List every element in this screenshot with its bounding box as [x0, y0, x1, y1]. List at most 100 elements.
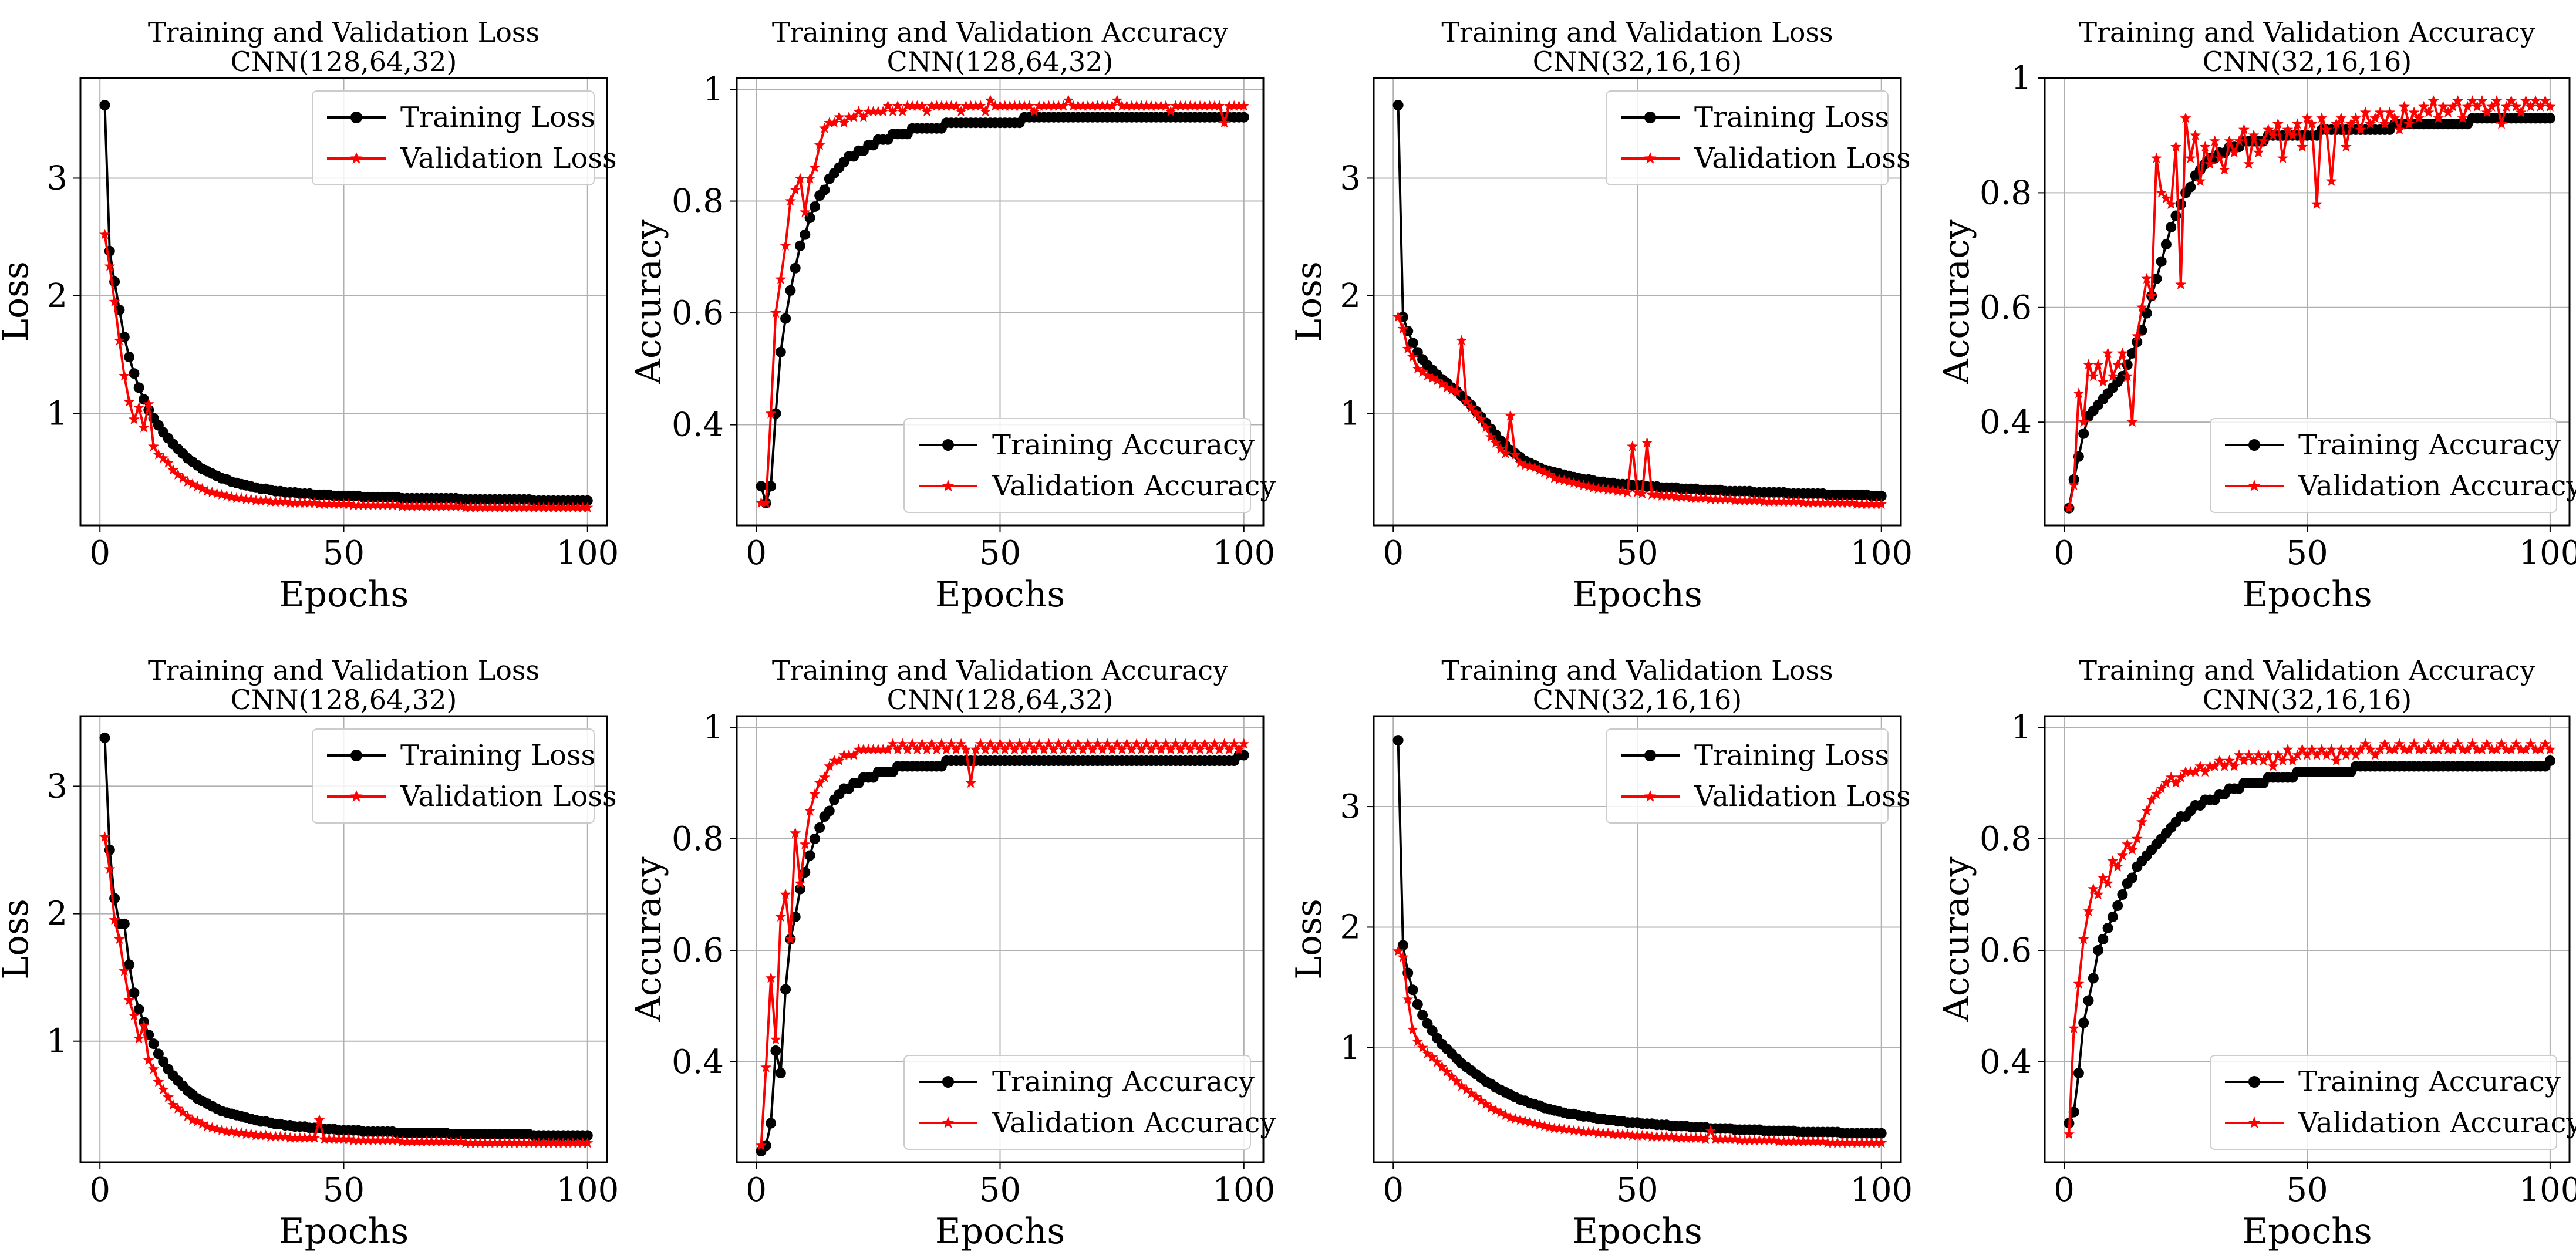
- legend-marker: [1644, 152, 1657, 164]
- data-point: [2306, 744, 2318, 755]
- data-point: [109, 914, 120, 925]
- data-point: [1734, 494, 1746, 505]
- data-point: [2136, 301, 2148, 312]
- data-point: [1739, 494, 1751, 505]
- data-point: [2199, 766, 2211, 777]
- legend-label: Validation Accuracy: [992, 470, 1276, 502]
- data-point: [1155, 100, 1167, 111]
- data-point: [518, 1137, 530, 1148]
- data-point: [2199, 141, 2211, 152]
- data-point: [926, 100, 938, 111]
- chart-panel-4: Training and Validation AccuracyCNN(32,1…: [1936, 16, 2576, 615]
- data-point: [119, 965, 130, 976]
- data-point: [2399, 100, 2410, 112]
- data-point: [221, 1125, 232, 1136]
- data-point: [411, 500, 423, 511]
- y-tick-label: 0.8: [1980, 174, 2032, 212]
- legend-label: Validation Accuracy: [2298, 470, 2576, 502]
- y-tick-label: 2: [1340, 277, 1361, 315]
- data-point: [799, 206, 811, 217]
- data-point: [848, 749, 859, 760]
- chart-subtitle: CNN(32,16,16): [1533, 46, 1742, 77]
- data-point: [2369, 749, 2381, 760]
- data-point: [1558, 1124, 1570, 1135]
- data-point: [133, 1033, 145, 1044]
- data-point: [921, 106, 933, 117]
- data-point: [1734, 1135, 1746, 1146]
- data-point: [1690, 1132, 1702, 1143]
- chart-subtitle: CNN(128,64,32): [887, 684, 1114, 716]
- data-point: [965, 777, 977, 788]
- data-point: [2472, 744, 2483, 755]
- data-point: [1175, 744, 1186, 755]
- data-point: [2403, 744, 2415, 755]
- data-point: [1827, 497, 1839, 508]
- data-point: [484, 1137, 496, 1148]
- data-point: [800, 229, 811, 240]
- data-point: [848, 111, 859, 122]
- data-point: [770, 1034, 781, 1045]
- data-point: [853, 106, 865, 117]
- data-point: [1038, 744, 1050, 755]
- data-point: [1072, 100, 1084, 111]
- data-point: [577, 1137, 588, 1148]
- data-point: [1680, 1132, 1692, 1143]
- data-point: [2335, 112, 2347, 123]
- data-point: [2491, 95, 2503, 106]
- data-point: [2403, 118, 2415, 129]
- data-point: [2146, 794, 2157, 805]
- data-point: [197, 483, 208, 494]
- data-point: [1861, 498, 1873, 509]
- data-point: [474, 1137, 486, 1148]
- data-point: [2374, 106, 2386, 117]
- data-point: [1436, 1061, 1448, 1072]
- data-point: [99, 732, 110, 743]
- y-tick-label: 0.4: [1980, 1043, 2032, 1081]
- data-point: [1461, 396, 1472, 407]
- data-point: [1675, 491, 1687, 502]
- data-point: [538, 501, 549, 512]
- data-point: [1764, 495, 1775, 507]
- data-point: [1529, 461, 1540, 473]
- data-point: [955, 738, 967, 749]
- data-point: [1407, 338, 1418, 349]
- legend-marker: [1644, 790, 1657, 802]
- data-point: [2331, 118, 2342, 129]
- data-point: [2408, 106, 2420, 117]
- series-line: [103, 836, 588, 1145]
- data-point: [1788, 1136, 1799, 1147]
- data-point: [2491, 744, 2503, 755]
- data-point: [862, 744, 874, 755]
- data-point: [2180, 766, 2191, 777]
- data-point: [2150, 788, 2162, 799]
- data-point: [430, 500, 442, 511]
- data-point: [182, 475, 194, 487]
- data-point: [1082, 100, 1094, 111]
- data-point: [1077, 744, 1089, 755]
- data-point: [1165, 744, 1176, 755]
- data-point: [1029, 744, 1040, 755]
- data-point: [191, 480, 203, 491]
- data-point: [1023, 738, 1035, 749]
- y-axis-label: Loss: [0, 261, 36, 342]
- data-point: [1451, 1075, 1462, 1087]
- data-point: [1812, 1136, 1824, 1147]
- data-point: [1446, 384, 1458, 395]
- data-point: [163, 457, 174, 468]
- data-point: [460, 1137, 471, 1148]
- data-point: [1189, 100, 1201, 111]
- data-point: [1043, 738, 1055, 749]
- series-2: [756, 738, 1250, 1151]
- chart-title: Training and Validation Loss: [148, 655, 540, 686]
- data-point: [2107, 855, 2119, 866]
- data-point: [421, 1136, 433, 1147]
- data-point: [440, 500, 452, 511]
- x-tick-label: 100: [1212, 1171, 1275, 1209]
- data-point: [809, 788, 821, 799]
- x-tick-label: 50: [323, 1171, 365, 1209]
- data-point: [2316, 744, 2328, 755]
- data-point: [1407, 1024, 1418, 1035]
- legend-label: Validation Loss: [1694, 142, 1911, 175]
- data-point: [2165, 771, 2177, 782]
